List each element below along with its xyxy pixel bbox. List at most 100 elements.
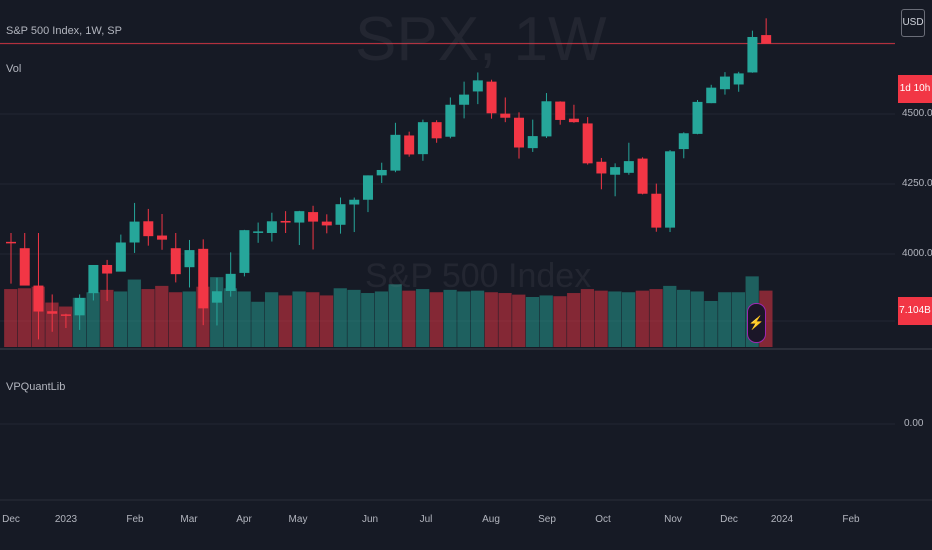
candle-body [239,230,250,273]
candle-body [431,122,442,139]
last-volume-label: 7.104B [898,297,932,325]
volume-bar [237,291,251,347]
volume-bar [663,285,677,347]
volume-bar [470,290,485,347]
volume-bar [251,301,265,347]
candle-body [115,242,126,272]
price-tick-4000: 4000.00 [902,248,932,259]
volume-bar [306,292,320,347]
volume-bar [416,289,430,347]
candle-body [417,122,428,155]
volume-bar [17,288,32,347]
candle-body [19,248,30,286]
time-label: Oct [595,514,611,525]
volume-bar [265,292,279,347]
volume-bar [539,295,553,347]
candle-body [459,94,470,105]
candle-body [733,73,744,85]
volume-bar [704,300,718,347]
candle-body [294,211,305,223]
time-label: Feb [842,514,860,525]
volume-bar [333,288,347,347]
symbol-watermark: SPX, 1W [355,5,607,74]
candle-body [335,204,346,225]
candle-body [472,80,483,92]
candle-body [706,87,717,104]
volume-bar [127,279,141,347]
volume-bar [388,284,402,347]
candle-body [390,134,401,171]
volume-bar [141,289,155,347]
lightning-bolt-icon[interactable]: ⚡ [747,303,766,343]
time-label: 2023 [54,514,78,525]
candle-body [623,161,634,173]
candle-body [568,118,579,123]
volume-bar [553,296,567,347]
candle-body [253,231,264,233]
volume-bar [429,292,443,347]
price-tick-4250: 4250.00 [902,178,932,189]
currency-button[interactable]: USD [901,9,925,37]
candle-body [308,212,319,222]
symbol-legend[interactable]: S&P 500 Index, 1W, SP [6,25,122,37]
candle-body [376,169,387,176]
volume-bar [374,291,389,347]
volume-legend[interactable]: Vol [6,63,22,75]
candle-body [198,248,209,309]
volume-bar [484,292,498,347]
candle-body [6,241,16,244]
time-label: Feb [126,514,144,525]
candle-body [129,221,140,243]
time-label: Dec [2,514,20,525]
candle-body [33,285,44,312]
volume-bar [443,289,457,347]
bar-countdown-label: 1d 10h [898,75,932,103]
candle-body [266,221,277,233]
candle-body [761,35,772,44]
candle-body [157,235,168,240]
candle-body [665,151,676,228]
volume-bar [457,291,471,347]
description-watermark: S&P 500 Index [365,257,592,295]
candle-body [404,135,415,155]
time-label: Apr [236,514,252,525]
candle-body [527,136,538,149]
time-label: Mar [180,514,198,525]
candle-body [280,220,291,223]
candle-body [225,273,236,291]
volume-bar [155,285,169,347]
candle-body [74,297,85,316]
volume-bar [361,293,375,347]
candle-body [102,264,113,274]
volume-bar [86,292,100,347]
volume-bar [278,295,292,347]
volume-bar [100,289,114,347]
volume-bar [525,297,540,347]
candle-body [541,101,552,137]
volume-bar [567,293,581,347]
indicator-legend[interactable]: VPQuantLib [6,381,66,393]
time-label: May [288,514,308,525]
candle-body [651,193,662,228]
candle-body [47,311,58,314]
candle-body [596,161,607,174]
candle-body [143,221,154,237]
volume-bar [498,293,512,347]
volume-bar [319,295,334,347]
candle-body [637,158,648,194]
volume-bar [168,292,183,347]
time-label: Jun [361,514,379,525]
volume-bar [113,291,128,347]
candle-body [349,199,360,205]
time-label: 2024 [770,514,794,525]
candle-body [678,133,689,150]
candle-body [719,76,730,90]
volume-bar [402,290,416,347]
candle-body [582,123,593,164]
candle-body [170,248,181,275]
price-tick-4500: 4500.00 [902,108,932,119]
volume-bar [731,292,746,347]
volume-bar [292,291,306,347]
candle-body [211,291,222,303]
